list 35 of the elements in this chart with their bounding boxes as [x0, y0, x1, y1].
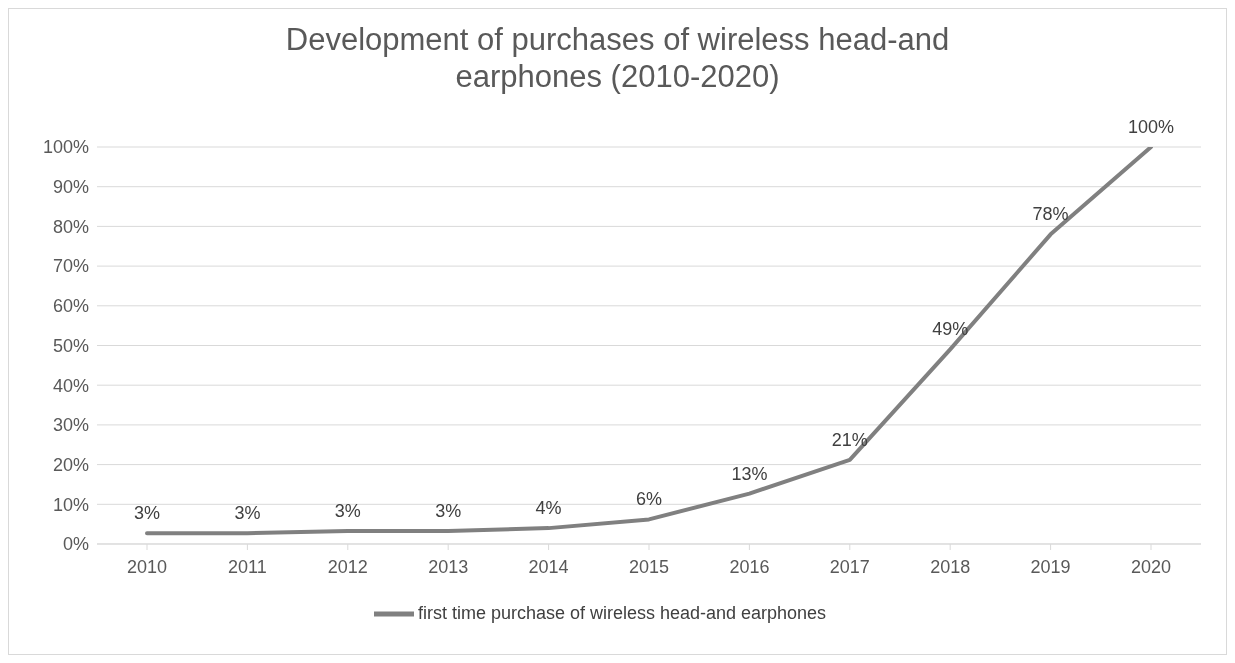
x-tick-label: 2014 [528, 556, 569, 577]
y-tick-label: 100% [42, 137, 89, 158]
data-label: 3% [234, 503, 261, 524]
data-label: 100% [1127, 117, 1175, 137]
y-tick-label: 0% [62, 534, 89, 555]
x-tick-label: 2011 [228, 556, 267, 577]
legend-label: first time purchase of wireless head-and earphones [417, 602, 827, 623]
x-tick-label: 2020 [1130, 556, 1172, 577]
x-tick-label: 2017 [829, 556, 870, 577]
data-label: 49% [932, 319, 969, 340]
data-label: 4% [535, 498, 562, 519]
y-tick-label: 20% [52, 454, 89, 475]
x-tick-label: 2016 [729, 556, 770, 577]
x-tick-label: 2018 [930, 556, 971, 577]
data-label: 3% [435, 500, 462, 521]
y-tick-label: 50% [52, 335, 89, 356]
y-tick-label: 30% [52, 415, 89, 436]
y-tick-label: 60% [52, 296, 89, 317]
y-tick-label: 40% [52, 375, 89, 396]
data-label: 21% [831, 429, 868, 450]
data-label: 6% [635, 489, 663, 510]
x-tick-label: 2012 [327, 556, 368, 577]
y-tick-label: 80% [52, 216, 89, 237]
data-label: 3% [334, 500, 361, 521]
x-tick-label: 2010 [126, 556, 168, 577]
x-tick-label: 2013 [428, 556, 469, 577]
y-tick-label: 70% [52, 256, 89, 277]
y-tick-label: 10% [52, 494, 89, 515]
data-label: 78% [1032, 204, 1069, 225]
data-label: 13% [731, 463, 768, 484]
data-label: 3% [133, 503, 161, 524]
x-tick-label: 2015 [628, 556, 670, 577]
x-tick-label: 2019 [1030, 556, 1071, 577]
chart-title: Development of purchases of wireless head-and earphones (2010-2020) [284, 21, 951, 95]
y-tick-label: 90% [52, 177, 89, 198]
